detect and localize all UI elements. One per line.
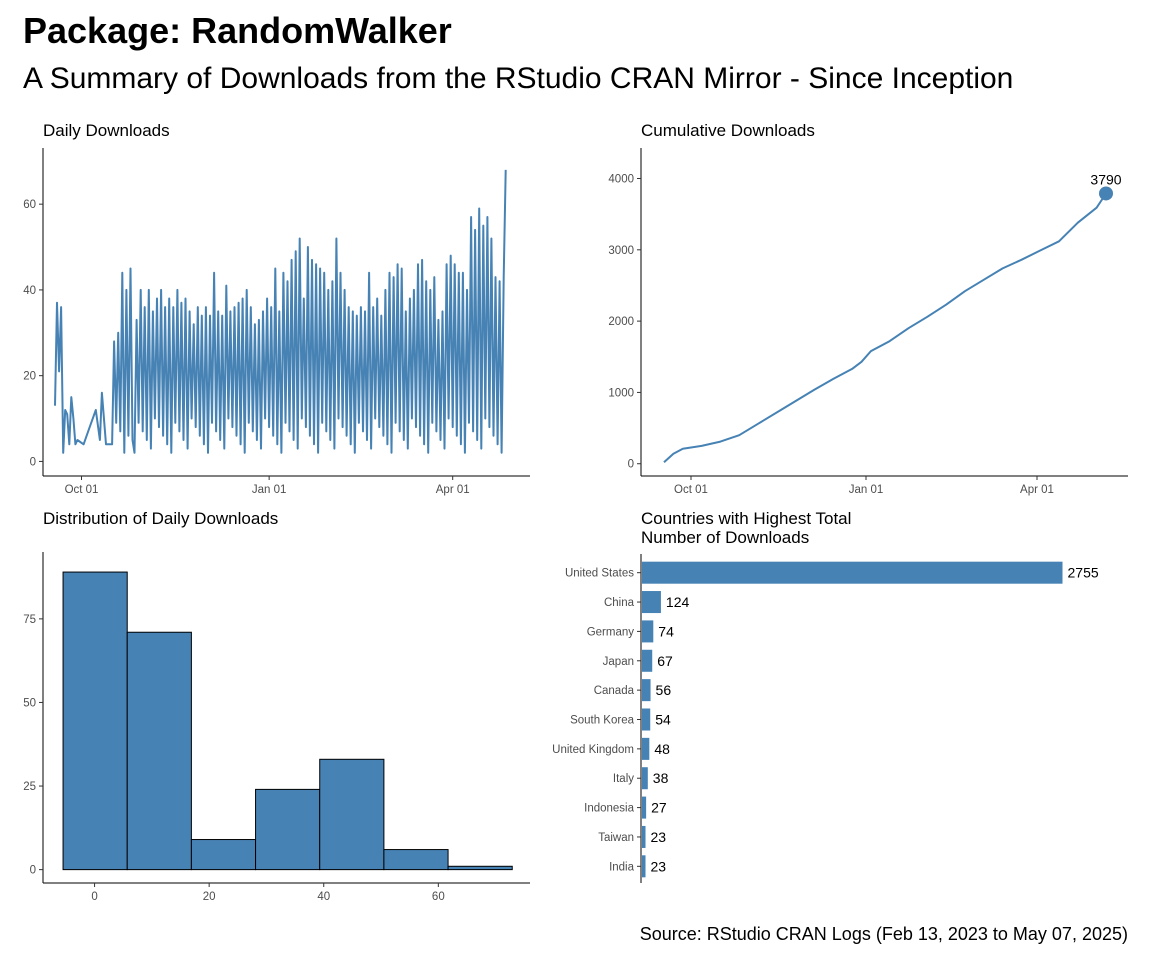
caption: Source: RStudio CRAN Logs (Feb 13, 2023 … [639,924,1128,944]
cumulative-downloads-title: Cumulative Downloads [641,121,815,140]
country-label: Canada [594,685,635,697]
country-value-label: 23 [651,829,667,845]
daily-y-tick-label: 0 [30,456,36,468]
daily-y-tick-label: 20 [23,371,36,383]
cumulative-x-tick-label: Oct 01 [674,484,708,496]
country-label: Germany [587,626,635,638]
hist-bar [255,788,321,871]
hist-y-tick-label: 75 [23,614,36,626]
country-label: India [609,861,635,873]
country-bar [642,620,654,643]
countries-title: Countries with Highest Total Number of D… [641,509,852,547]
country-value-label: 54 [655,712,671,728]
country-value-label: 2755 [1068,565,1099,581]
country-label: China [604,597,635,609]
cumulative-x-tick-label: Apr 01 [1020,484,1054,496]
hist-bar [319,758,385,871]
cumulative-y-tick-label: 0 [628,459,634,471]
hist-bar [126,631,192,871]
country-value-label: 48 [654,741,670,757]
cumulative-y-tick-label: 1000 [608,387,634,399]
cumulative-end-label: 3790 [1090,171,1121,187]
cumulative-y-tick-label: 3000 [608,245,634,257]
daily-y-tick-label: 60 [23,199,36,211]
country-bar [642,767,648,790]
cumulative-y-tick-label: 4000 [608,174,634,186]
country-bar [642,855,646,878]
hist-x-tick-label: 0 [91,891,97,903]
hist-bar [62,571,128,871]
country-value-label: 56 [656,682,672,698]
country-label: Japan [603,656,634,668]
hist-bar [447,865,513,871]
hist-y-tick-label: 25 [23,781,36,793]
country-value-label: 124 [666,594,690,610]
country-bar [642,649,653,672]
daily-x-tick-label: Oct 01 [65,484,99,496]
hist-y-tick-label: 0 [30,865,36,877]
distribution-title: Distribution of Daily Downloads [43,509,279,528]
country-bar [642,561,1063,584]
country-bar [642,591,661,614]
daily-downloads-title: Daily Downloads [43,121,170,140]
country-value-label: 74 [658,623,674,639]
hist-y-tick-label: 50 [23,697,36,709]
country-bar [642,825,646,848]
country-bar [642,679,651,702]
subtitle: A Summary of Downloads from the RStudio … [23,62,1014,95]
country-bar [642,708,651,731]
country-bar [642,796,647,819]
country-value-label: 23 [651,858,667,874]
hist-x-tick-label: 60 [432,891,445,903]
country-label: South Korea [570,715,635,727]
daily-y-tick-label: 40 [23,285,36,297]
country-label: United Kingdom [552,744,634,756]
country-value-label: 67 [657,653,673,669]
cumulative-x-tick-label: Jan 01 [849,484,884,496]
country-label: United States [565,568,634,580]
hist-bar [190,839,257,871]
daily-x-tick-label: Jan 01 [252,484,287,496]
country-bar [642,737,650,760]
daily-x-tick-label: Apr 01 [436,484,470,496]
country-label: Indonesia [584,803,634,815]
hist-x-tick-label: 20 [203,891,216,903]
cumulative-end-point [1099,186,1113,201]
main-title: Package: RandomWalker [23,10,452,51]
country-value-label: 27 [651,800,667,816]
cumulative-y-tick-label: 2000 [608,316,634,328]
country-value-label: 38 [653,770,669,786]
country-label: Taiwan [598,832,634,844]
country-label: Italy [613,773,634,785]
daily-downloads-line [54,169,507,454]
cumulative-line [663,192,1107,464]
hist-x-tick-label: 40 [317,891,330,903]
hist-bar [383,849,449,871]
